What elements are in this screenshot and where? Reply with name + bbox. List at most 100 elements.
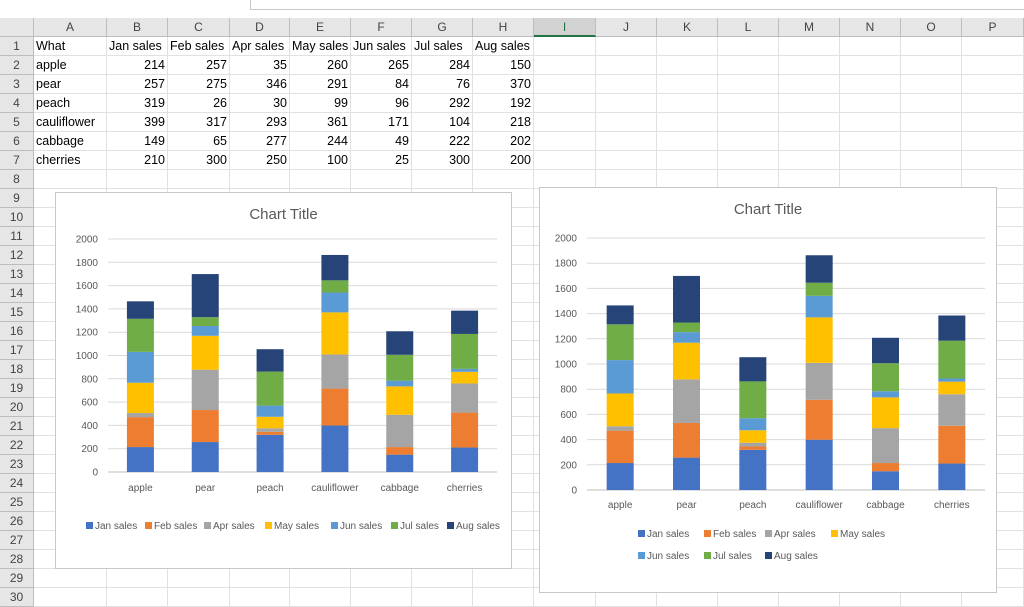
cell-p7[interactable] — [962, 151, 1024, 170]
cell-m7[interactable] — [779, 151, 840, 170]
chart-2-bar-pear-feb-sales[interactable] — [673, 422, 700, 458]
chart-2-bar-peach-may-sales[interactable] — [739, 430, 767, 443]
row-header-17[interactable]: 17 — [0, 341, 34, 360]
cell-l7[interactable] — [718, 151, 779, 170]
cell-d2[interactable]: 35 — [230, 56, 290, 75]
cell-b29[interactable] — [107, 569, 168, 588]
chart-1-bar-peach-jul-sales[interactable] — [256, 371, 284, 406]
chart-1-bar-cherries-aug-sales[interactable] — [451, 310, 479, 334]
row-header-28[interactable]: 28 — [0, 550, 34, 569]
cell-g29[interactable] — [412, 569, 473, 588]
row-header-24[interactable]: 24 — [0, 474, 34, 493]
cell-g2[interactable]: 284 — [412, 56, 473, 75]
cell-d30[interactable] — [230, 588, 290, 607]
chart-2-bar-cauliflower-feb-sales[interactable] — [805, 399, 833, 440]
row-header-7[interactable]: 7 — [0, 151, 34, 170]
chart-2-bar-peach-jan-sales[interactable] — [739, 449, 767, 490]
cell-i1[interactable] — [534, 37, 596, 56]
chart-2-bar-cherries-aug-sales[interactable] — [938, 315, 966, 341]
column-header-i[interactable]: I — [534, 18, 596, 37]
row-header-19[interactable]: 19 — [0, 379, 34, 398]
cell-g1[interactable]: Jul sales — [412, 37, 473, 56]
cell-e4[interactable]: 99 — [290, 94, 351, 113]
cell-o5[interactable] — [901, 113, 962, 132]
cell-i6[interactable] — [534, 132, 596, 151]
cell-d4[interactable]: 30 — [230, 94, 290, 113]
cell-d3[interactable]: 346 — [230, 75, 290, 94]
row-header-16[interactable]: 16 — [0, 322, 34, 341]
cell-m2[interactable] — [779, 56, 840, 75]
cell-e7[interactable]: 100 — [290, 151, 351, 170]
cell-d8[interactable] — [230, 170, 290, 189]
cell-m6[interactable] — [779, 132, 840, 151]
cell-f4[interactable]: 96 — [351, 94, 412, 113]
row-header-5[interactable]: 5 — [0, 113, 34, 132]
cell-h5[interactable]: 218 — [473, 113, 534, 132]
column-header-j[interactable]: J — [596, 18, 657, 37]
chart-1-bar-cherries-may-sales[interactable] — [451, 371, 479, 384]
cell-h29[interactable] — [473, 569, 534, 588]
chart-1-legend-entry[interactable]: Jun sales — [340, 521, 382, 532]
chart-1-bar-peach-may-sales[interactable] — [256, 416, 284, 429]
cell-l4[interactable] — [718, 94, 779, 113]
cell-b30[interactable] — [107, 588, 168, 607]
chart-2-bar-cherries-jan-sales[interactable] — [938, 463, 966, 490]
cell-n1[interactable] — [840, 37, 901, 56]
cell-e1[interactable]: May sales — [290, 37, 351, 56]
cell-a2[interactable]: apple — [34, 56, 107, 75]
row-header-25[interactable]: 25 — [0, 493, 34, 512]
row-header-23[interactable]: 23 — [0, 455, 34, 474]
chart-2-bar-cabbage-aug-sales[interactable] — [872, 337, 899, 364]
chart-2-bar-cabbage-jan-sales[interactable] — [872, 471, 899, 490]
row-header-13[interactable]: 13 — [0, 265, 34, 284]
cell-l3[interactable] — [718, 75, 779, 94]
cell-c5[interactable]: 317 — [168, 113, 230, 132]
cell-b4[interactable]: 319 — [107, 94, 168, 113]
cell-g6[interactable]: 222 — [412, 132, 473, 151]
column-header-h[interactable]: H — [473, 18, 534, 37]
cell-c2[interactable]: 257 — [168, 56, 230, 75]
cell-n6[interactable] — [840, 132, 901, 151]
cell-o3[interactable] — [901, 75, 962, 94]
cell-a5[interactable]: cauliflower — [34, 113, 107, 132]
cell-a30[interactable] — [34, 588, 107, 607]
cell-j2[interactable] — [596, 56, 657, 75]
cell-g8[interactable] — [412, 170, 473, 189]
chart-1-bar-cauliflower-may-sales[interactable] — [321, 312, 349, 355]
chart-1-bar-cauliflower-jan-sales[interactable] — [321, 425, 349, 472]
cell-n5[interactable] — [840, 113, 901, 132]
cell-m5[interactable] — [779, 113, 840, 132]
chart-2-legend-entry[interactable]: Apr sales — [774, 529, 816, 540]
chart-1-bar-cherries-jul-sales[interactable] — [451, 333, 479, 369]
cell-l6[interactable] — [718, 132, 779, 151]
chart-1-bar-cherries-jan-sales[interactable] — [451, 447, 479, 472]
chart-2-bar-cherries-jun-sales[interactable] — [938, 378, 966, 382]
cell-c6[interactable]: 65 — [168, 132, 230, 151]
cell-a4[interactable]: peach — [34, 94, 107, 113]
cell-e6[interactable]: 244 — [290, 132, 351, 151]
chart-1-bar-pear-aug-sales[interactable] — [191, 274, 219, 318]
chart-1-bar-cabbage-jan-sales[interactable] — [386, 454, 414, 472]
cell-o7[interactable] — [901, 151, 962, 170]
row-header-3[interactable]: 3 — [0, 75, 34, 94]
cell-b5[interactable]: 399 — [107, 113, 168, 132]
column-header-k[interactable]: K — [657, 18, 718, 37]
cell-p2[interactable] — [962, 56, 1024, 75]
cell-j1[interactable] — [596, 37, 657, 56]
cell-m1[interactable] — [779, 37, 840, 56]
chart-1-bar-cabbage-aug-sales[interactable] — [386, 331, 414, 355]
cell-p4[interactable] — [962, 94, 1024, 113]
cell-g4[interactable]: 292 — [412, 94, 473, 113]
chart-1-bar-cherries-jun-sales[interactable] — [451, 368, 479, 372]
chart-1-bar-cherries-apr-sales[interactable] — [451, 383, 479, 413]
column-header-m[interactable]: M — [779, 18, 840, 37]
cell-c29[interactable] — [168, 569, 230, 588]
cell-f7[interactable]: 25 — [351, 151, 412, 170]
chart-1-bar-pear-may-sales[interactable] — [191, 335, 219, 370]
cell-o1[interactable] — [901, 37, 962, 56]
cell-j4[interactable] — [596, 94, 657, 113]
chart-1-legend-entry[interactable]: Jan sales — [95, 521, 137, 532]
cell-a29[interactable] — [34, 569, 107, 588]
cell-j3[interactable] — [596, 75, 657, 94]
cell-e2[interactable]: 260 — [290, 56, 351, 75]
